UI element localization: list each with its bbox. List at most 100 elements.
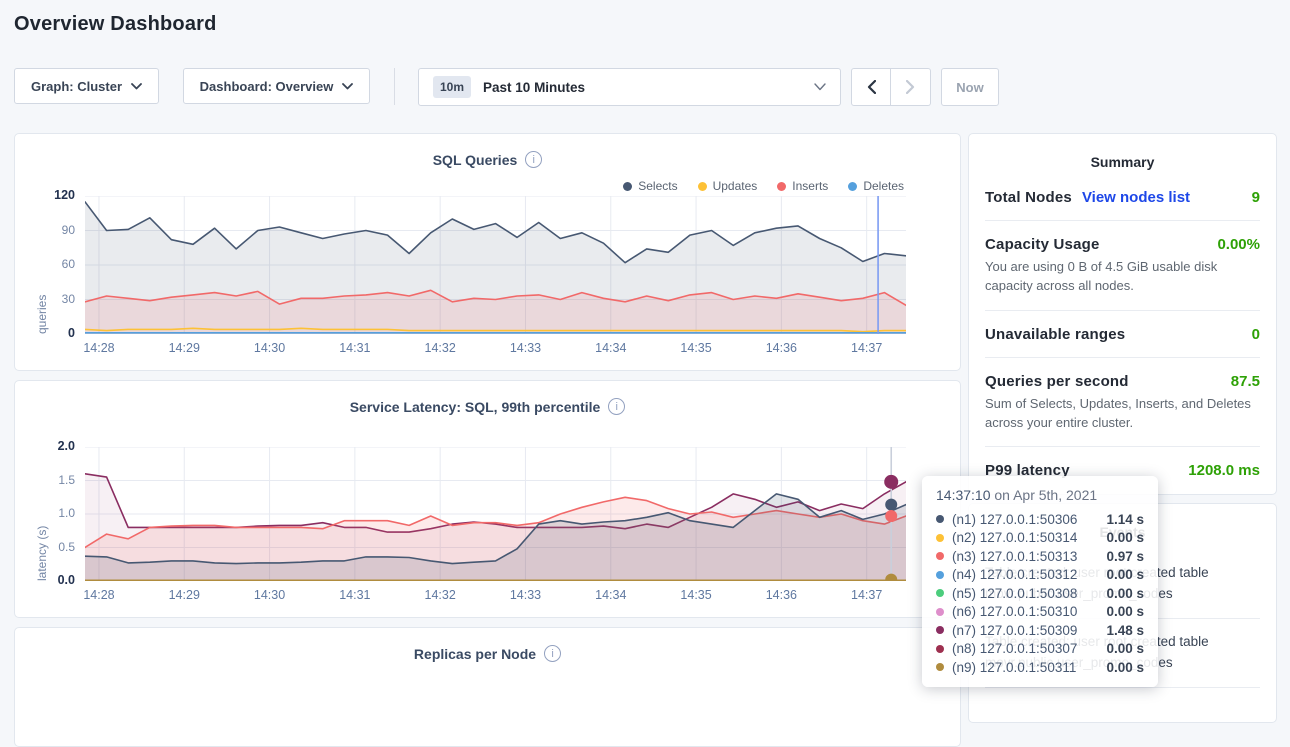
toolbar-divider [394, 68, 395, 105]
hover-point-dot [885, 498, 898, 511]
x-axis-tick: 14:36 [765, 588, 797, 602]
dashboard-dropdown[interactable]: Dashboard: Overview [183, 68, 370, 104]
x-axis-tick: 14:32 [424, 341, 456, 355]
page-title: Overview Dashboard [14, 13, 217, 35]
summary-title: Summary [1090, 154, 1155, 170]
node-color-dot [936, 515, 944, 524]
view-nodes-list-link[interactable]: View nodes list [1081, 189, 1191, 206]
chart-plot-sql-queries[interactable] [84, 195, 907, 335]
summary-stat-head: Queries per second 87.5 [985, 373, 1260, 390]
y-axis-label: latency (s) [35, 525, 49, 581]
x-axis-tick: 14:33 [509, 588, 542, 602]
x-axis-tick: 14:29 [168, 588, 200, 602]
replicas-per-node-chart-card: Replicas per Node i [14, 627, 961, 747]
legend-item: Deletes [848, 179, 904, 193]
x-axis-tick: 14:28 [83, 341, 115, 355]
legend-dot [697, 181, 707, 191]
tooltip-node-address: (n2) 127.0.0.1:50314 [952, 530, 1078, 546]
node-color-dot [936, 570, 944, 579]
info-icon[interactable]: i [525, 151, 543, 168]
summary-stat-head: Total Nodes View nodes list 9 [985, 189, 1260, 206]
chart-hover-tooltip: 14:37:10 on Apr 5th, 2021 (n1) 127.0.0.1… [922, 476, 1158, 687]
y-axis-tick: 60 [61, 257, 75, 271]
tooltip-node-value: 0.97 s [1106, 548, 1144, 564]
summary-stat-head: P99 latency 1208.0 ms [985, 462, 1260, 479]
time-nav-group [851, 68, 931, 106]
summary-stat-row: P99 latency 1208.0 ms [985, 447, 1260, 493]
tooltip-node-value: 0.00 s [1106, 567, 1144, 583]
node-color-dot [936, 663, 944, 672]
x-axis-tick: 14:32 [424, 588, 456, 602]
x-axis-tick: 14:33 [509, 341, 542, 355]
hover-point-dot [884, 474, 899, 489]
y-axis-tick: 0 [68, 326, 75, 340]
summary-stats: Total Nodes View nodes list 9 Capacity Usag… [969, 174, 1276, 493]
x-axis-tick: 14:36 [765, 341, 797, 355]
y-axis-tick: 1.0 [58, 506, 75, 520]
legend-dot [777, 181, 787, 191]
now-button[interactable]: Now [941, 68, 999, 106]
tooltip-node-address: (n6) 127.0.0.1:50310 [952, 604, 1078, 620]
summary-stat-description: Sum of Selects, Updates, Inserts, and De… [985, 395, 1251, 430]
node-color-dot [936, 533, 944, 542]
y-axis-tick: 30 [61, 291, 75, 306]
tooltip-timestamp: 14:37:10 on Apr 5th, 2021 [936, 487, 1098, 503]
time-next-button[interactable] [891, 68, 931, 106]
tooltip-node-value: 0.00 s [1106, 530, 1144, 546]
legend-label: Deletes [863, 179, 904, 193]
time-range-picker[interactable]: 10m Past 10 Minutes [418, 68, 841, 106]
tooltip-node-row: (n7) 127.0.0.1:50309 1.48 s [936, 621, 1144, 640]
x-axis-tick: 14:28 [83, 588, 115, 602]
summary-stat-row: Capacity Usage 0.00% You are using 0 B of … [985, 221, 1260, 311]
x-axis-tick: 14:31 [339, 588, 371, 602]
tooltip-node-address: (n1) 127.0.0.1:50306 [952, 511, 1078, 527]
x-axis-tick: 14:29 [168, 341, 200, 355]
time-prev-button[interactable] [851, 68, 891, 106]
time-range-label: Past 10 Minutes [483, 79, 586, 95]
tooltip-node-row: (n6) 127.0.0.1:50310 0.00 s [936, 603, 1144, 622]
summary-stat-row: Unavailable ranges 0 [985, 311, 1260, 358]
y-axis-tick: 1.5 [58, 472, 75, 487]
y-axis-tick: 90 [61, 222, 75, 237]
summary-stat-value: 0.00% [1217, 236, 1260, 253]
tooltip-node-address: (n8) 127.0.0.1:50307 [952, 641, 1078, 657]
info-icon[interactable]: i [608, 398, 626, 415]
tooltip-node-row: (n5) 127.0.0.1:50308 0.00 s [936, 584, 1144, 603]
legend-item: Inserts [777, 179, 828, 193]
hover-point-dot [885, 510, 898, 523]
graph-dropdown[interactable]: Graph: Cluster [14, 68, 159, 104]
x-axis-tick: 14:30 [253, 341, 286, 355]
summary-stat-label: P99 latency [985, 462, 1070, 480]
chart-plot-service-latency[interactable] [84, 446, 907, 586]
legend-dot [848, 181, 858, 191]
node-color-dot [936, 552, 944, 561]
tooltip-node-address: (n4) 127.0.0.1:50312 [952, 567, 1078, 583]
tooltip-node-row: (n2) 127.0.0.1:50314 0.00 s [936, 529, 1144, 548]
x-axis-tick: 14:34 [595, 588, 627, 602]
graph-dropdown-label: Graph: Cluster [30, 78, 122, 94]
legend-label: Inserts [792, 179, 829, 193]
info-icon[interactable]: i [544, 645, 562, 662]
x-axis-tick: 14:34 [595, 341, 627, 355]
legend-label: Selects [638, 179, 678, 193]
dashboard-dropdown-label: Dashboard: Overview [199, 78, 334, 94]
summary-stat-head: Capacity Usage 0.00% [985, 236, 1260, 253]
time-range-badge: 10m [433, 76, 472, 98]
sql-queries-legend: Selects Updates Inserts Deletes [623, 179, 904, 193]
node-color-dot [936, 644, 944, 653]
tooltip-node-row: (n1) 127.0.0.1:50306 1.14 s [936, 510, 1144, 529]
y-axis-label: queries [35, 294, 49, 334]
y-axis-tick: 2.0 [57, 439, 75, 453]
chevron-right-icon [906, 80, 915, 94]
service-latency-chart-title: Service Latency: SQL, 99th percentile [349, 398, 601, 415]
service-latency-chart-card: Service Latency: SQL, 99th percentile i … [14, 380, 961, 618]
tooltip-node-value: 0.00 s [1106, 585, 1144, 601]
toolbar: Graph: Cluster Dashboard: Overview 10m P… [0, 68, 1290, 106]
summary-panel: Summary Total Nodes View nodes list 9 Capac… [968, 133, 1277, 495]
node-color-dot [936, 626, 944, 635]
chevron-down-icon [131, 82, 142, 89]
summary-stat-label: Unavailable ranges [985, 325, 1126, 343]
y-axis-tick: 120 [54, 188, 75, 202]
x-axis-tick: 14:35 [680, 588, 712, 602]
sql-queries-chart-title: SQL Queries [432, 151, 518, 168]
